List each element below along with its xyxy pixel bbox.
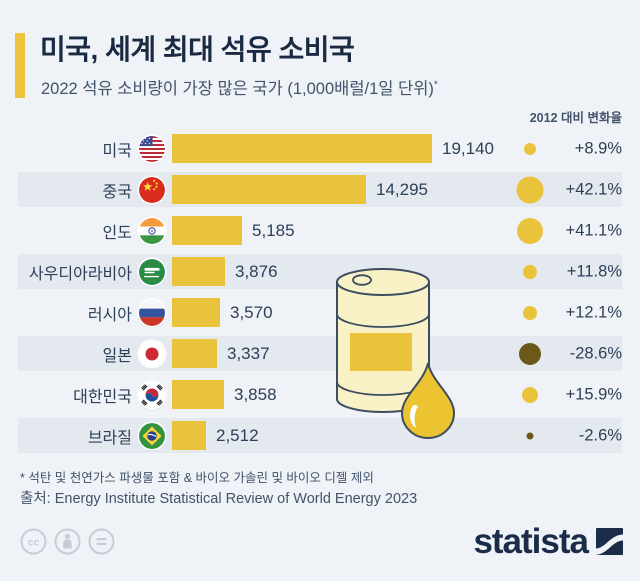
table-row: 브라질 2,512 -2.6%	[0, 415, 640, 456]
bar-chart: 미국 19,140 +8.9% 중국	[0, 128, 640, 456]
license-icons: cc	[20, 528, 115, 555]
change-percent: -28.6%	[569, 344, 622, 362]
no-derivatives-equals-icon	[88, 528, 115, 555]
statista-logo: statista	[473, 524, 623, 559]
oil-drop-illustration	[399, 360, 457, 440]
change-bubble	[522, 386, 538, 403]
bar	[172, 134, 432, 163]
bar-value: 5,185	[252, 220, 295, 240]
country-label: 일본	[102, 347, 132, 365]
source-credit: 출처: Energy Institute Statistical Review …	[20, 491, 418, 507]
change-bubble	[526, 432, 534, 439]
bar-value: 3,876	[235, 261, 278, 281]
bar-value: 2,512	[216, 425, 259, 445]
bar-value: 3,570	[230, 302, 273, 322]
change-column-header: 2012 대비 변화율	[529, 111, 622, 125]
attribution-person-icon	[54, 528, 81, 555]
russia-flag-icon	[139, 299, 165, 326]
change-percent: +42.1%	[565, 180, 622, 198]
country-label: 브라질	[87, 429, 132, 447]
bar	[172, 421, 206, 450]
svg-text:cc: cc	[28, 537, 40, 549]
country-label: 대한민국	[73, 388, 132, 406]
south-korea-flag-icon	[139, 381, 165, 408]
table-row: 인도 5,185 +41.1%	[0, 210, 640, 251]
change-bubble	[517, 217, 543, 244]
india-flag-icon	[139, 217, 165, 244]
bar-value: 3,337	[227, 343, 270, 363]
change-percent: +8.9%	[574, 139, 622, 157]
change-percent: +41.1%	[565, 221, 622, 239]
bar-value: 19,140	[442, 138, 494, 158]
table-row: 사우디아라비아 3,876 +11.8%	[0, 251, 640, 292]
bar-value: 3,858	[234, 384, 277, 404]
statista-logo-text: statista	[473, 522, 589, 561]
bar	[172, 175, 366, 204]
country-label: 인도	[102, 224, 132, 242]
change-percent: -2.6%	[578, 426, 622, 444]
change-bubble	[524, 142, 536, 155]
bar	[172, 298, 220, 327]
page-subtitle: 2022 석유 소비량이 가장 많은 국가 (1,000배럴/1일 단위)*	[41, 75, 438, 99]
change-percent: +11.8%	[566, 262, 622, 280]
oil-barrel-illustration	[333, 265, 433, 417]
japan-flag-icon	[139, 340, 165, 367]
saudi-arabia-flag-icon	[139, 258, 165, 285]
bar	[172, 216, 242, 245]
footnote: * 석탄 및 천연가스 파생물 포함 & 바이오 가솔린 및 바이오 디젤 제외	[20, 471, 374, 485]
table-row: 대한민국	[0, 374, 640, 415]
statista-logo-mark-icon	[596, 528, 623, 555]
subtitle-footnote-mark: *	[433, 79, 438, 91]
cc-icon: cc	[20, 528, 47, 555]
table-row: 중국 14,295 +42.1%	[0, 169, 640, 210]
bar	[172, 257, 225, 286]
china-flag-icon	[139, 176, 165, 203]
bar-value: 14,295	[376, 179, 428, 199]
usa-flag-icon	[139, 135, 165, 162]
page-title: 미국, 세계 최대 석유 소비국	[40, 34, 355, 65]
country-label: 미국	[102, 142, 132, 160]
table-row: 일본 3,337 -28.6%	[0, 333, 640, 374]
table-row: 러시아 3,570 +12.1%	[0, 292, 640, 333]
change-percent: +15.9%	[565, 385, 622, 403]
bar	[172, 380, 224, 409]
country-label: 중국	[102, 183, 132, 201]
change-bubble	[516, 176, 544, 203]
subtitle-text: 2022 석유 소비량이 가장 많은 국가 (1,000배럴/1일 단위)	[41, 80, 434, 98]
change-bubble	[519, 342, 541, 365]
brazil-flag-icon	[139, 422, 165, 449]
change-bubble	[523, 264, 537, 279]
table-row: 미국 19,140 +8.9%	[0, 128, 640, 169]
bar	[172, 339, 217, 368]
country-label: 사우디아라비아	[28, 265, 132, 283]
title-accent-bar	[15, 33, 25, 98]
change-bubble	[523, 305, 537, 320]
country-label: 러시아	[87, 306, 132, 324]
change-percent: +12.1%	[565, 303, 622, 321]
